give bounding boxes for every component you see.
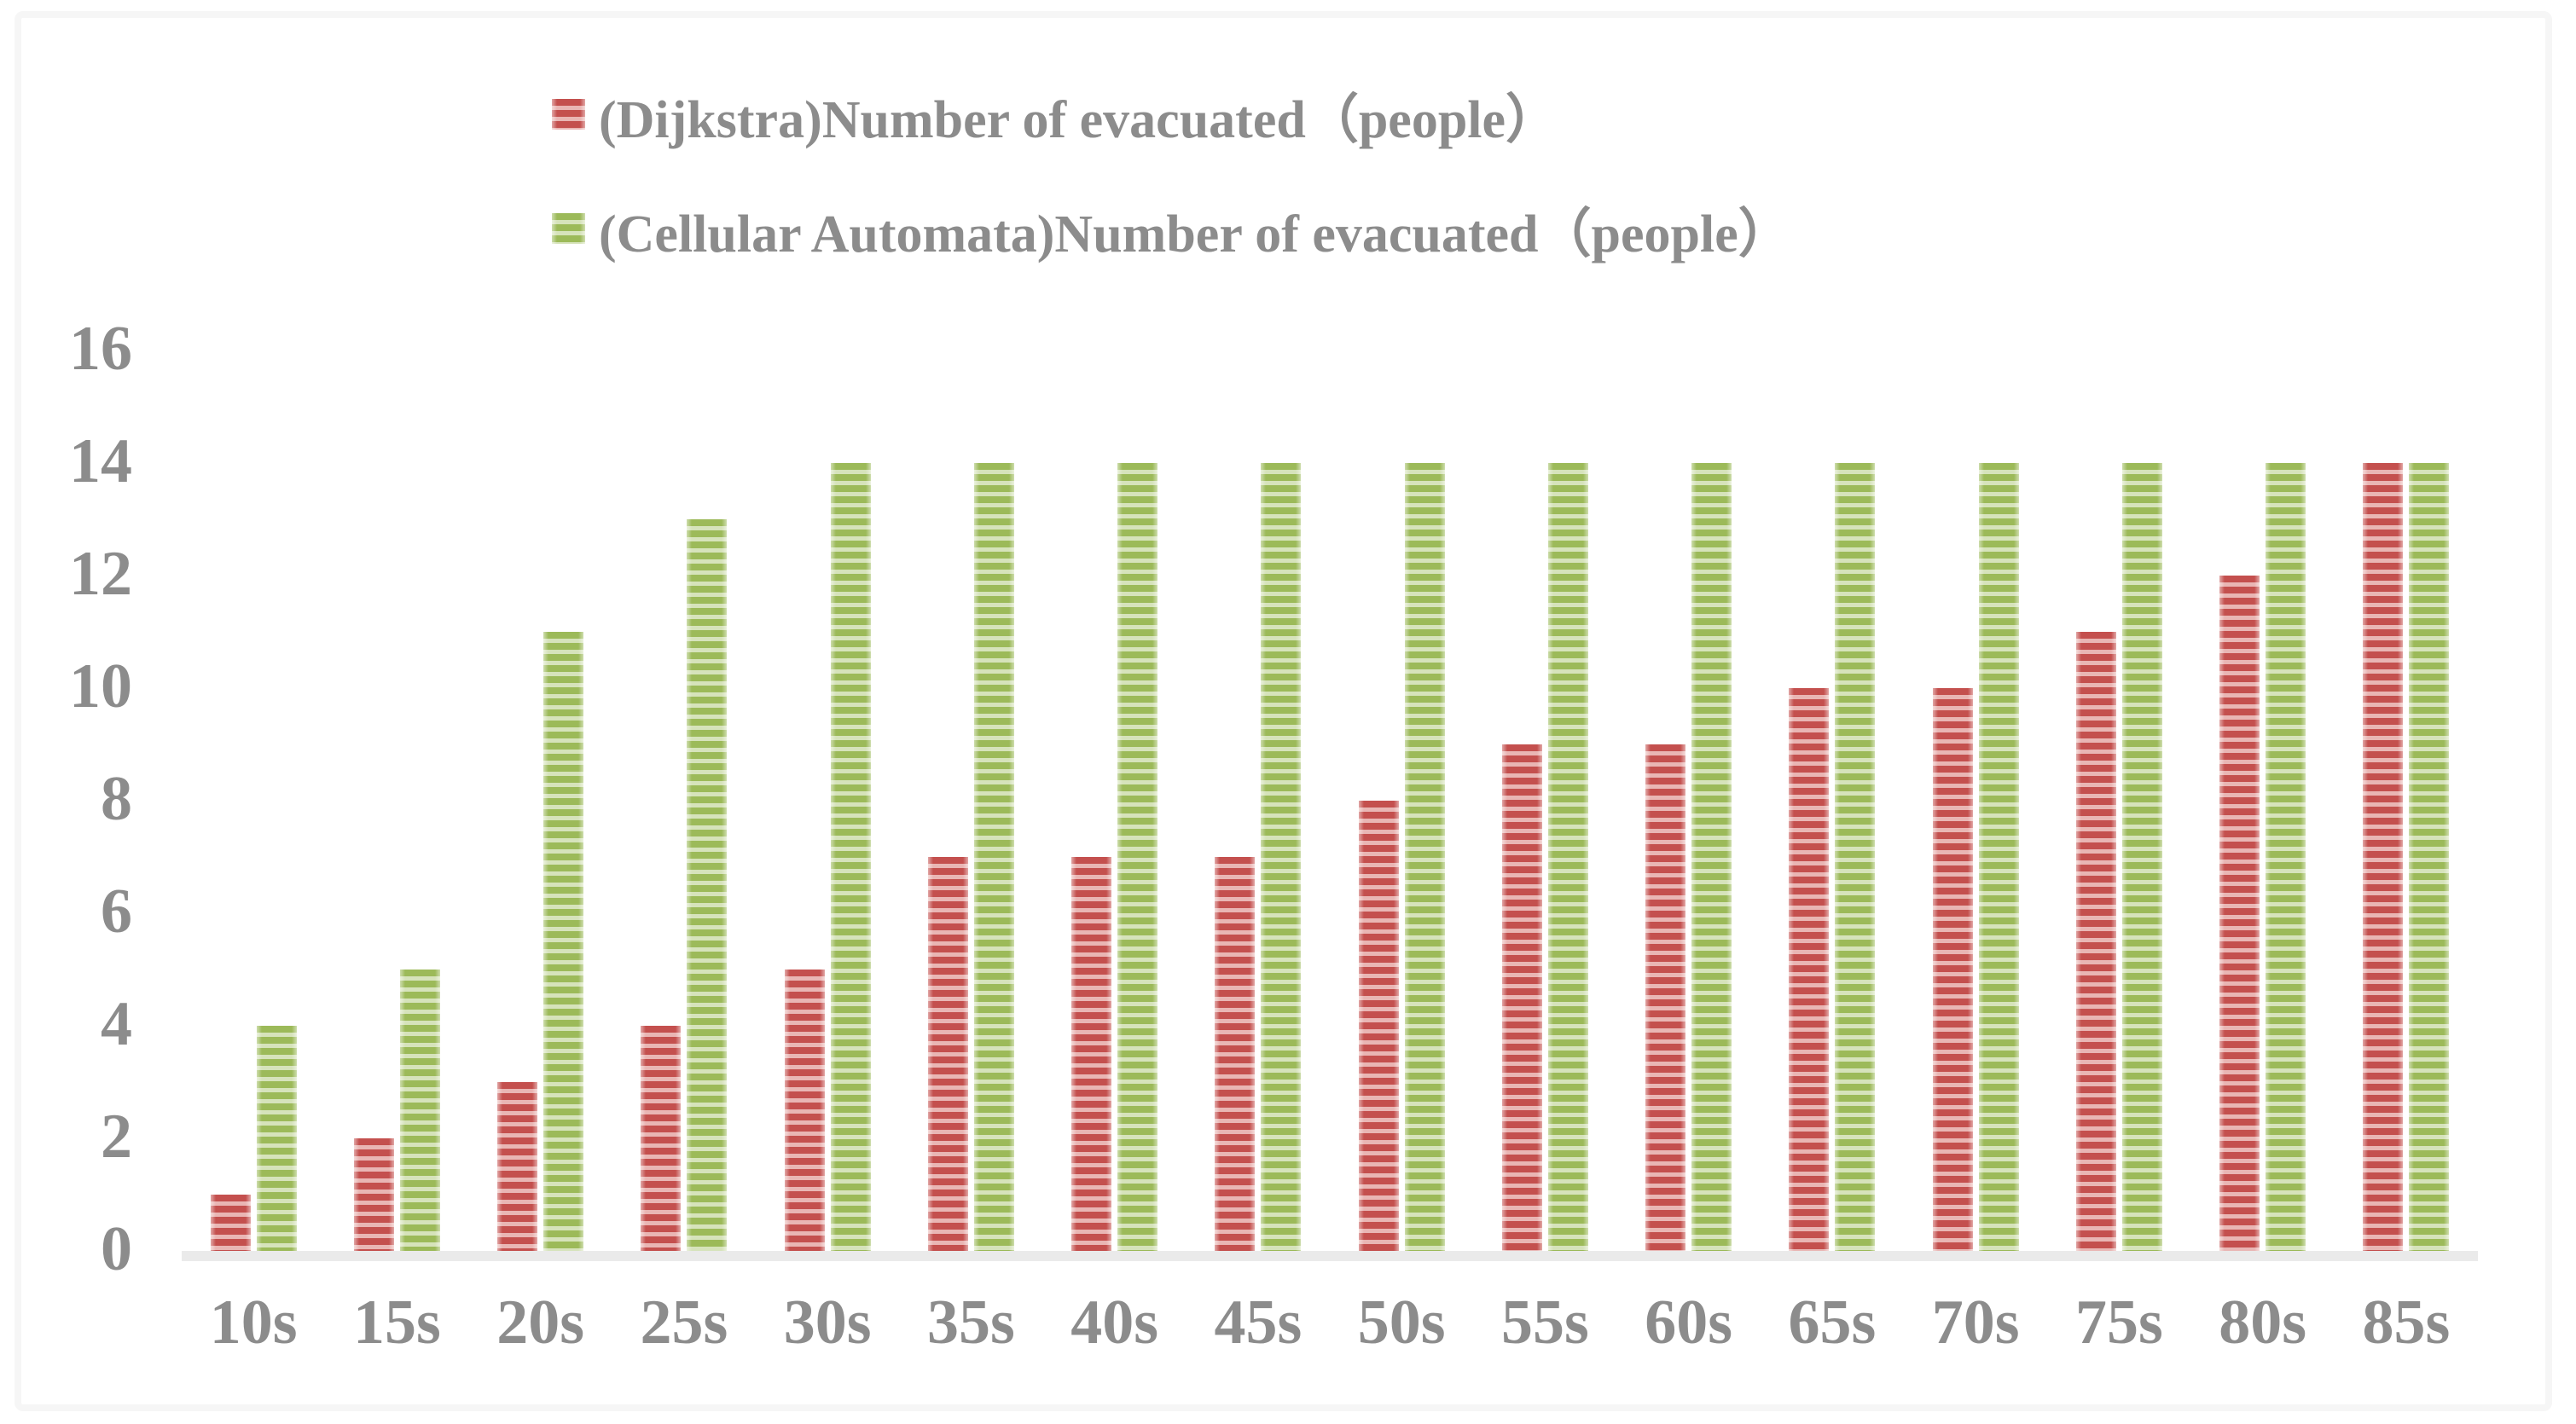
bar-dijkstra-70s <box>1932 688 1973 1251</box>
bar-cellular-75s <box>2121 463 2162 1251</box>
x-tick-label-25s: 25s <box>640 1288 728 1357</box>
bar-dijkstra-75s <box>2075 632 2116 1251</box>
x-tick-label-35s: 35s <box>926 1288 1015 1357</box>
category-group-30s <box>756 350 899 1251</box>
legend-label-cellular-automata: (Cellular Automata)Number of evacuated（p… <box>599 205 1791 263</box>
category-group-40s <box>1043 350 1186 1251</box>
bar-dijkstra-55s <box>1501 744 1542 1251</box>
legend-item-dijkstra: (Dijkstra)Number of evacuated（people） <box>552 84 1791 149</box>
y-tick-label-8: 8 <box>101 763 132 834</box>
bar-dijkstra-10s <box>210 1195 251 1251</box>
x-tick-label-40s: 40s <box>1070 1288 1159 1357</box>
bar-cellular-45s <box>1261 463 1302 1251</box>
y-tick-label-0: 0 <box>101 1213 132 1284</box>
bar-dijkstra-35s <box>927 857 968 1251</box>
bar-cellular-55s <box>1547 463 1588 1251</box>
x-tick-label-80s: 80s <box>2219 1288 2307 1357</box>
x-tick-label-65s: 65s <box>1788 1288 1877 1357</box>
bar-cellular-85s <box>2409 463 2450 1251</box>
x-tick-label-15s: 15s <box>352 1288 441 1357</box>
category-group-70s <box>1904 350 2047 1251</box>
y-tick-label-14: 14 <box>69 425 132 496</box>
category-group-45s <box>1186 350 1330 1251</box>
bar-dijkstra-50s <box>1358 801 1399 1251</box>
bar-cellular-15s <box>399 970 440 1251</box>
category-group-55s <box>1473 350 1616 1251</box>
category-group-10s <box>182 350 325 1251</box>
x-tick-label-10s: 10s <box>209 1288 298 1357</box>
bar-cellular-35s <box>973 463 1014 1251</box>
bar-dijkstra-65s <box>1789 688 1830 1251</box>
category-group-15s <box>325 350 468 1251</box>
x-axis: 10s 15s 20s 25s 30s 35s 40s 45s 50s 55s 60s 65s 70s 7… <box>182 1283 2478 1363</box>
category-group-50s <box>1330 350 1473 1251</box>
figure-border-frame <box>15 11 2552 1411</box>
x-tick-label-20s: 20s <box>496 1288 585 1357</box>
bar-cellular-60s <box>1691 463 1732 1251</box>
y-tick-label-6: 6 <box>101 876 132 946</box>
bar-dijkstra-45s <box>1215 857 1256 1251</box>
category-group-20s <box>469 350 612 1251</box>
x-tick-label-45s: 45s <box>1214 1288 1303 1357</box>
bar-dijkstra-85s <box>2363 463 2404 1251</box>
bar-dijkstra-15s <box>353 1138 394 1251</box>
y-tick-label-12: 12 <box>69 538 132 609</box>
category-group-80s <box>2191 350 2335 1251</box>
x-tick-label-60s: 60s <box>1645 1288 1733 1357</box>
y-axis: 0 2 4 6 8 10 12 14 16 <box>0 0 132 1424</box>
red-striped-square-icon <box>552 99 585 130</box>
x-tick-label-50s: 50s <box>1357 1288 1446 1357</box>
bar-cellular-25s <box>687 519 728 1251</box>
y-tick-label-10: 10 <box>69 651 132 721</box>
x-tick-label-55s: 55s <box>1500 1288 1589 1357</box>
x-tick-label-75s: 75s <box>2074 1288 2163 1357</box>
x-axis-baseline <box>182 1251 2478 1261</box>
legend-label-dijkstra: (Dijkstra)Number of evacuated（people） <box>599 91 1559 149</box>
bar-cellular-50s <box>1404 463 1445 1251</box>
bar-dijkstra-40s <box>1071 857 1112 1251</box>
x-tick-label-70s: 70s <box>1931 1288 2020 1357</box>
bar-cellular-20s <box>543 632 584 1251</box>
bar-dijkstra-20s <box>497 1082 538 1251</box>
x-tick-label-30s: 30s <box>783 1288 872 1357</box>
category-group-35s <box>899 350 1042 1251</box>
bar-dijkstra-25s <box>641 1026 682 1251</box>
category-group-25s <box>612 350 756 1251</box>
x-tick-label-85s: 85s <box>2362 1288 2451 1357</box>
bar-dijkstra-30s <box>784 970 825 1251</box>
y-tick-label-2: 2 <box>101 1101 132 1172</box>
bar-cellular-70s <box>1978 463 2019 1251</box>
bar-cellular-65s <box>1835 463 1876 1251</box>
category-group-65s <box>1761 350 1904 1251</box>
green-striped-square-icon <box>552 213 585 244</box>
bar-cellular-80s <box>2266 463 2306 1251</box>
bar-dijkstra-60s <box>1645 744 1686 1251</box>
bar-dijkstra-80s <box>2219 576 2260 1251</box>
bar-cellular-30s <box>830 463 871 1251</box>
y-tick-label-16: 16 <box>69 313 132 384</box>
y-tick-label-4: 4 <box>101 988 132 1059</box>
category-group-75s <box>2047 350 2190 1251</box>
bar-cellular-10s <box>256 1026 297 1251</box>
category-group-60s <box>1617 350 1761 1251</box>
legend-item-cellular-automata: (Cellular Automata)Number of evacuated（p… <box>552 199 1791 263</box>
chart-legend: (Dijkstra)Number of evacuated（people） (C… <box>552 84 1791 313</box>
plot-area <box>182 350 2478 1251</box>
bar-cellular-40s <box>1117 463 1158 1251</box>
category-group-85s <box>2335 350 2478 1251</box>
